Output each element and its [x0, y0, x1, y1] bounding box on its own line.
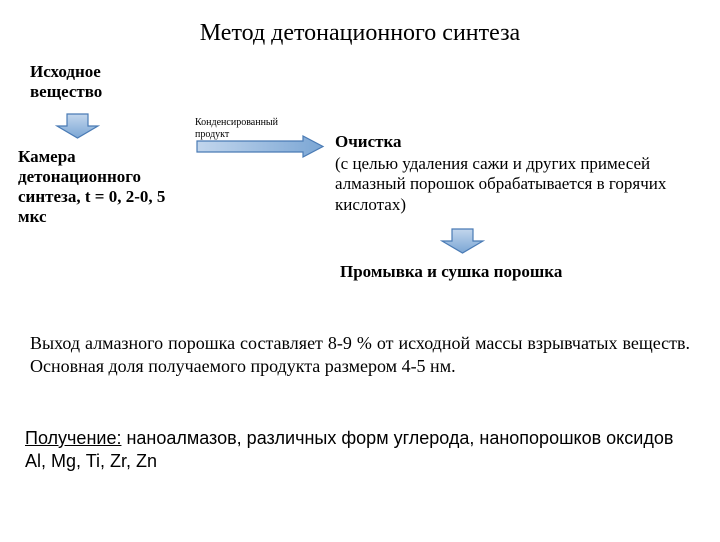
production-paragraph: Получение: наноалмазов, различных форм у… [25, 427, 690, 474]
production-rest: наноалмазов, различных форм углерода, на… [25, 428, 673, 471]
purification-desc: (с целью удаления сажи и других примесей… [335, 154, 700, 215]
purification-title: Очистка [335, 132, 700, 152]
arrow-right-icon [195, 134, 325, 164]
step-chamber: Камера детонационного синтеза, t = 0, 2-… [18, 147, 188, 227]
arrow-down-icon [55, 112, 100, 145]
step-purification: Очистка (с целью удаления сажи и других … [335, 132, 700, 215]
arrow-down-icon [440, 227, 485, 260]
step-washing: Промывка и сушка порошка [340, 262, 690, 282]
step-source: Исходное вещество [30, 62, 150, 102]
page-title: Метод детонационного синтеза [0, 0, 720, 62]
yield-paragraph: Выход алмазного порошка составляет 8-9 %… [30, 332, 690, 379]
diagram-canvas: Исходное вещество Камера детонационного … [0, 62, 720, 542]
production-lead: Получение: [25, 428, 121, 448]
